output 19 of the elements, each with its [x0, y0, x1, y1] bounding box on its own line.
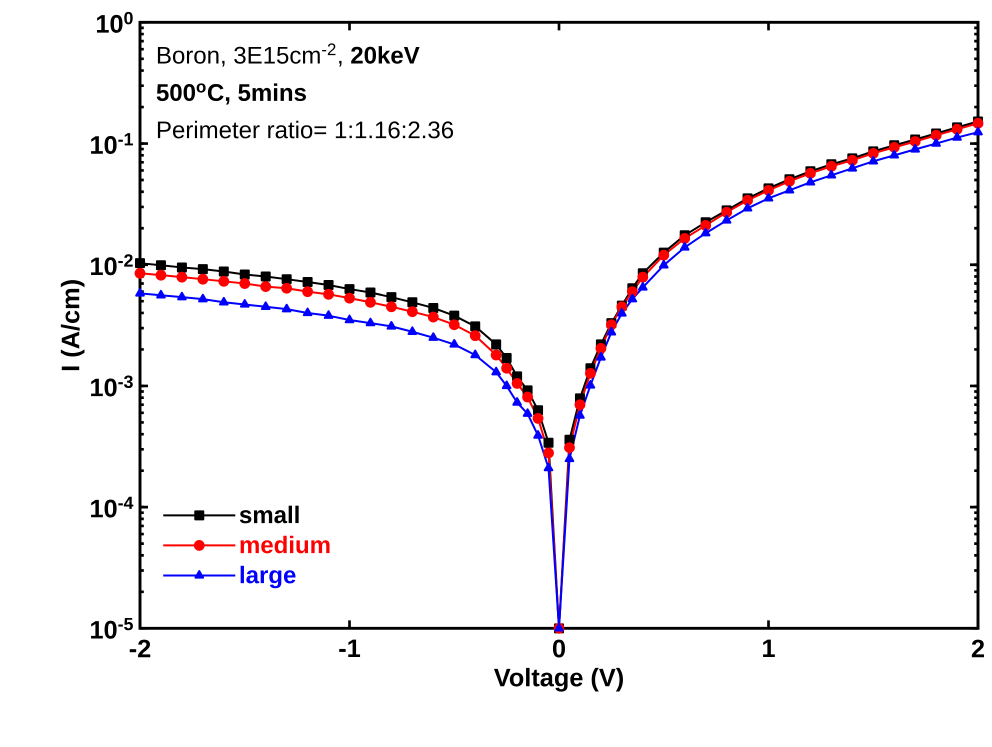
x-tick-label: -1: [339, 640, 360, 658]
legend-label: large: [240, 566, 296, 588]
annotation: Perimeter ratio= 1:1.16:2.36: [158, 120, 454, 138]
y-tick-label: 10$^{-3}$: [91, 375, 133, 396]
x-tick-label: 1: [763, 640, 775, 658]
y-tick-label: 10$^{-1}$: [91, 133, 133, 154]
x-tick-label: 0: [552, 640, 566, 658]
x-tick-label: 2: [972, 640, 984, 658]
y-tick-label: 10$^{-5}$: [91, 618, 133, 639]
y-axis-title: I (A/cm): [60, 280, 84, 370]
x-axis-title: Voltage (V): [494, 668, 623, 692]
y-tick-label: 10$^{0}$: [96, 12, 133, 33]
legend-label: small: [240, 506, 299, 524]
annotation: Boron, 3E15cm$^{-2}$, 20keV: [158, 43, 420, 67]
y-tick-label: 10$^{-4}$: [91, 496, 134, 518]
annotation: 500$^{o}$C, 5mins: [156, 83, 306, 105]
y-tick-label: 10$^{-2}$: [91, 254, 133, 276]
legend-label: medium: [240, 536, 330, 554]
x-tick-label: -2: [130, 640, 150, 658]
